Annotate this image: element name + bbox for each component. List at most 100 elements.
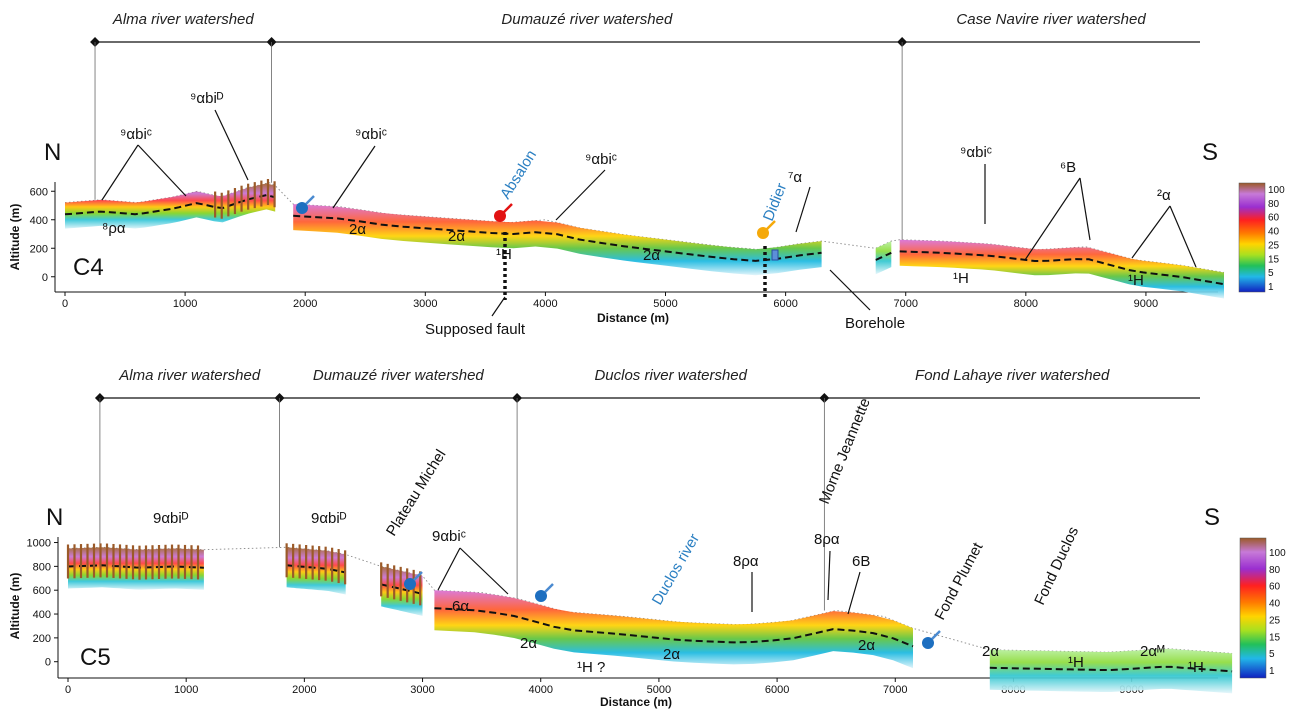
y-tick-label: 0 [42, 272, 48, 284]
colorbar-tick-label: 1 [1269, 666, 1275, 677]
colorbar-tick-label: 40 [1268, 227, 1280, 238]
colorbar-tick-label: 80 [1268, 199, 1280, 210]
river-label-duclos: Duclos river [649, 531, 703, 608]
colorbar-ticks: 100 80 60 40 25 15 5 1 [1268, 185, 1285, 293]
geology-label: ⁹αbiᶜ [120, 126, 152, 143]
watershed-bar: Alma river watershed Dumauzé river waters… [94, 367, 1200, 611]
geologic-interface [434, 607, 914, 648]
geology-label: 9αbiᶜ [432, 528, 466, 545]
y-tick-label: 600 [30, 186, 48, 198]
y-tick-label: 600 [33, 585, 51, 597]
supposed-fault-pointer [491, 296, 506, 317]
place-label-fond-plumet: Fond Plumet [932, 539, 987, 623]
spring-marker-red [494, 203, 513, 222]
y-tick-label: 400 [30, 215, 48, 227]
spring-marker-blue [922, 630, 941, 649]
x-tick-label: 4000 [533, 298, 557, 310]
colorbar-tick-label: 15 [1268, 254, 1280, 265]
x-tick-label: 1000 [174, 684, 198, 696]
spring-marker-blue [404, 571, 423, 590]
x-ticks: 0 1000 2000 3000 4000 5000 6000 7000 8000 9000 [62, 292, 1158, 310]
x-tick-label: 2000 [292, 684, 316, 696]
geology-label: ⁸ρα [102, 220, 126, 237]
resistivity-section [64, 178, 1225, 299]
geology-label: ⁹αbiᶜ [355, 126, 387, 143]
resistivity-block [293, 204, 822, 276]
x-tick-label: 0 [65, 684, 71, 696]
spring-label-didier: Didier [760, 181, 790, 224]
profile-c5: Alma river watershed Dumauzé river waters… [8, 367, 1286, 709]
resistivity-block [286, 547, 346, 595]
spring-marker-orange [757, 220, 776, 239]
plot-frame [54, 182, 1218, 293]
geology-label: ⁹αbiᴰ [190, 90, 224, 107]
colorbar-tick-label: 60 [1268, 213, 1280, 224]
x-tick-label: 3000 [410, 684, 434, 696]
geology-label: 2αᴹ [1140, 643, 1165, 660]
watershed-label: Fond Lahaye river watershed [915, 367, 1110, 384]
colorbar-tick-label: 100 [1269, 548, 1286, 559]
label-arrows [437, 547, 861, 615]
geology-label: ¹H [1128, 272, 1144, 289]
geology-label: 2α [663, 646, 680, 663]
geologic-interface [67, 564, 204, 569]
geologic-interface [875, 251, 892, 261]
x-tick-label: 8000 [1014, 298, 1038, 310]
geologic-interface [293, 214, 822, 262]
spring-marker-blue [535, 583, 554, 602]
x-tick-label: 1000 [173, 298, 197, 310]
colorbar-ticks: 100 80 60 40 25 15 5 1 [1269, 548, 1286, 677]
geologic-interface [380, 583, 423, 595]
geology-label: 2α [982, 643, 999, 660]
colorbar-tick-label: 60 [1269, 582, 1281, 593]
y-tick-label: 200 [30, 243, 48, 255]
x-tick-label: 0 [62, 298, 68, 310]
resistivity-block [65, 183, 276, 229]
geology-label: 2α [858, 637, 875, 654]
colorbar-tick-label: 80 [1269, 565, 1281, 576]
colorbar-tick-label: 25 [1268, 240, 1280, 251]
spring-label-absalon: Absalon [497, 147, 540, 202]
x-tick-label: 5000 [653, 298, 677, 310]
x-axis-label: Distance (m) [600, 695, 672, 709]
resistivity-block [989, 648, 1233, 694]
north-label: N [46, 504, 63, 531]
geology-label: 9αbiᴰ [311, 510, 347, 527]
y-axis-label: Altitude (m) [8, 204, 22, 271]
geology-label: 2α [448, 228, 465, 245]
watershed-bar: Alma river watershed Dumauzé river waters… [90, 11, 1200, 240]
label-arrows [101, 109, 1197, 311]
geology-label: ⁹αbiᶜ [960, 144, 992, 161]
geology-label: 6α [452, 598, 469, 615]
geology-label: ¹H [496, 246, 512, 263]
geologic-interface [989, 665, 1233, 673]
geology-label: ¹H [953, 270, 969, 287]
y-tick-label: 1000 [27, 538, 51, 550]
colorbar-tick-label: 25 [1269, 615, 1281, 626]
geology-label: 2α [349, 221, 366, 238]
profile-label: C5 [80, 644, 111, 671]
geology-label: 6B [852, 553, 870, 570]
fault-lines [503, 232, 767, 300]
x-tick-label: 7000 [883, 684, 907, 696]
y-tick-label: 400 [33, 609, 51, 621]
y-tick-label: 0 [45, 657, 51, 669]
geology-label: ¹H ? [577, 659, 605, 676]
x-tick-label: 2000 [293, 298, 317, 310]
resistivity-block [875, 241, 892, 275]
geology-label: 8ρα [733, 553, 759, 570]
watershed-label: Alma river watershed [112, 11, 255, 28]
colorbar-tick-label: 15 [1269, 632, 1281, 643]
geology-label: ¹H [1068, 654, 1084, 671]
x-tick-label: 9000 [1134, 298, 1158, 310]
y-ticks: 0 200 400 600 [30, 186, 55, 284]
colorbar-tick-label: 100 [1268, 185, 1285, 196]
x-tick-label: 3000 [413, 298, 437, 310]
resistivity-section [66, 543, 1233, 694]
colorbar-tick-label: 1 [1268, 282, 1274, 293]
y-tick-label: 200 [33, 633, 51, 645]
borehole-marker [771, 249, 779, 261]
north-label: N [44, 139, 61, 166]
watershed-label: Duclos river watershed [594, 367, 747, 384]
geology-label: ⁹αbiᶜ [585, 151, 617, 168]
